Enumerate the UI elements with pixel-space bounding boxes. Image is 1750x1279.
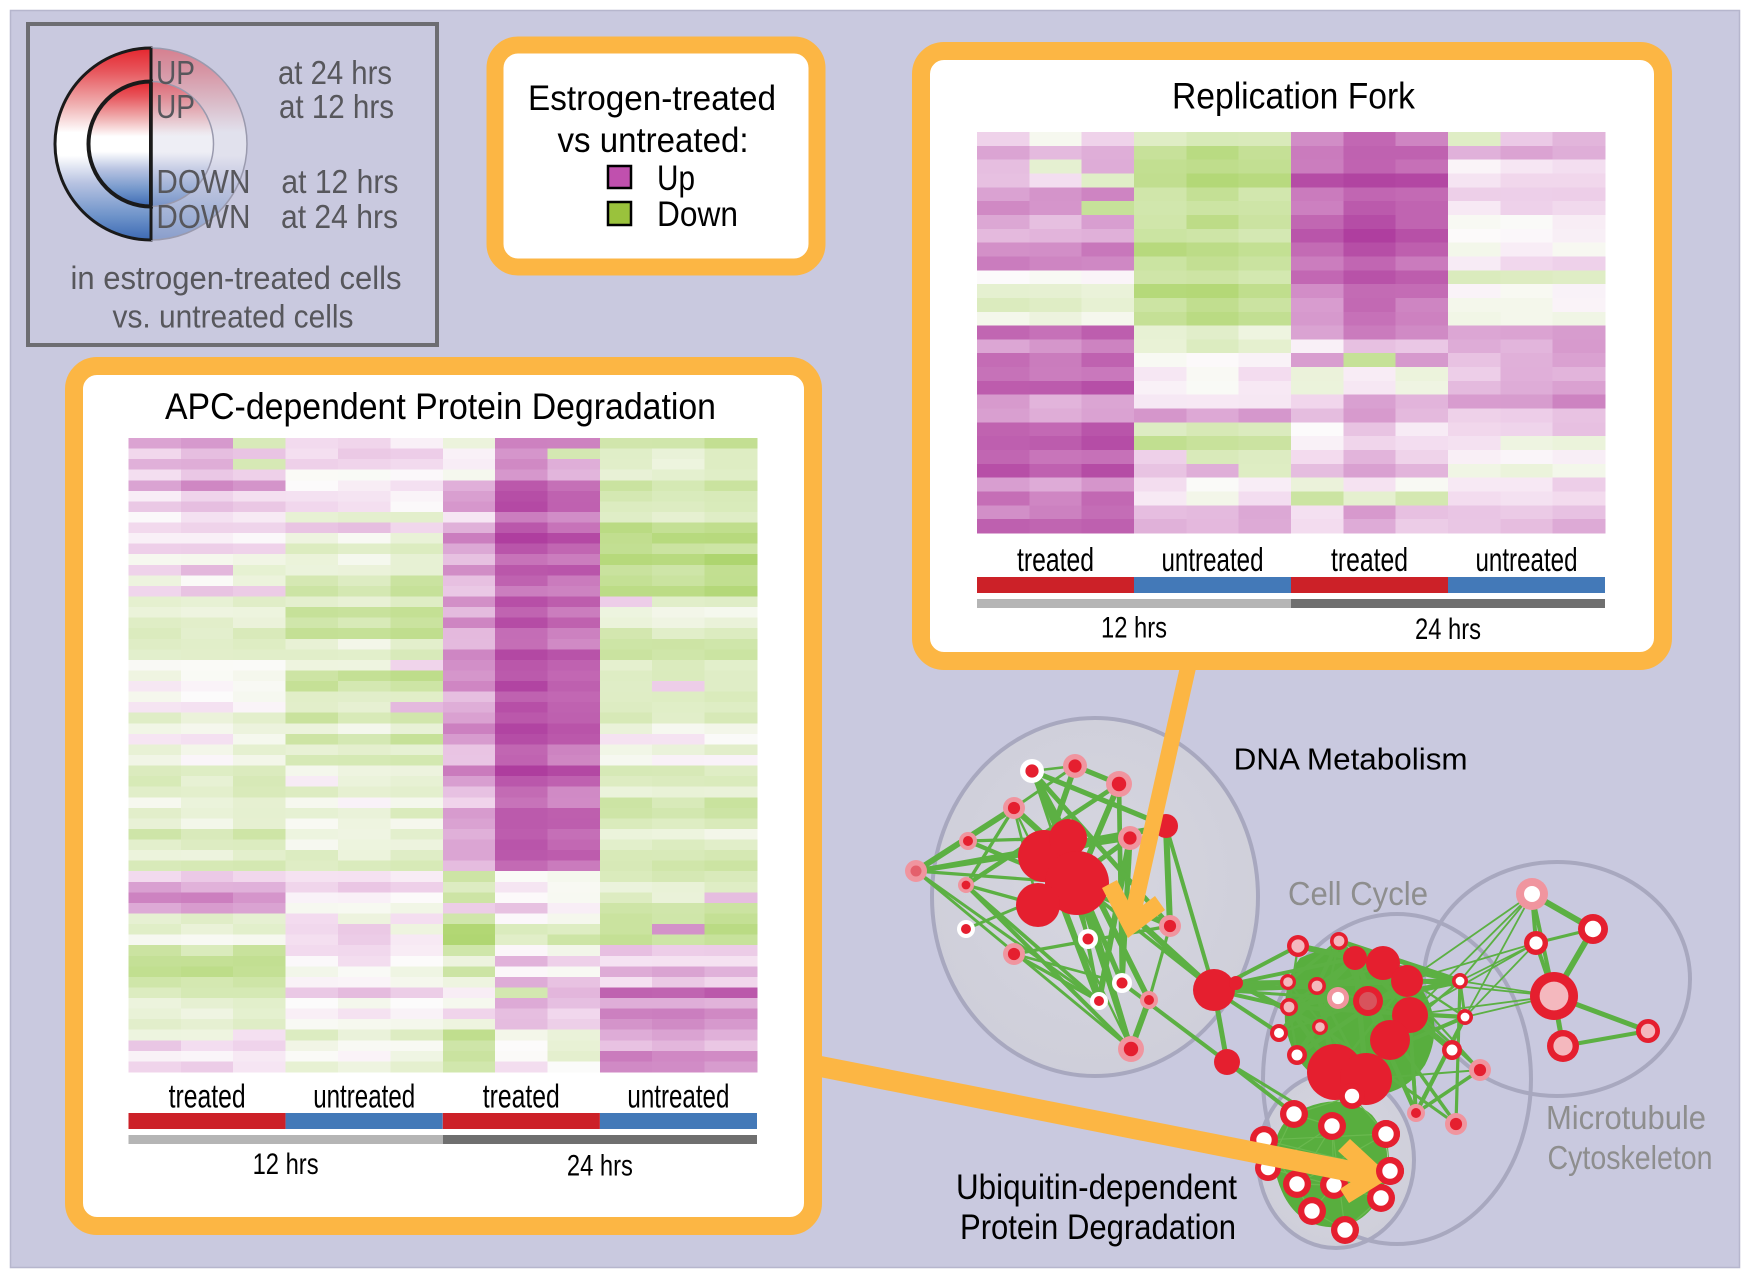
svg-text:untreated: untreated (1162, 541, 1264, 578)
svg-text:at 24 hrs: at 24 hrs (278, 54, 392, 91)
svg-text:vs untreated:: vs untreated: (558, 121, 749, 160)
svg-text:Ubiquitin-dependent: Ubiquitin-dependent (956, 1168, 1237, 1207)
svg-text:untreated: untreated (1476, 541, 1578, 578)
svg-text:treated: treated (483, 1078, 560, 1115)
svg-text:at 12 hrs: at 12 hrs (281, 163, 398, 200)
svg-text:DOWN: DOWN (156, 163, 250, 200)
svg-text:treated: treated (1331, 541, 1408, 578)
svg-text:at 24 hrs: at 24 hrs (281, 198, 398, 235)
svg-text:Down: Down (657, 195, 738, 234)
svg-text:in estrogen-treated cells: in estrogen-treated cells (71, 260, 402, 296)
svg-text:Microtubule: Microtubule (1546, 1099, 1706, 1136)
svg-text:Cytoskeleton: Cytoskeleton (1548, 1139, 1713, 1176)
svg-text:DNA Metabolism: DNA Metabolism (1234, 741, 1468, 776)
svg-text:12 hrs: 12 hrs (1101, 612, 1167, 645)
svg-text:APC-dependent Protein Degradat: APC-dependent Protein Degradation (165, 386, 716, 427)
svg-text:at 12 hrs: at 12 hrs (279, 88, 394, 125)
svg-text:12 hrs: 12 hrs (253, 1148, 319, 1181)
svg-text:24 hrs: 24 hrs (1415, 613, 1481, 646)
svg-text:Cell Cycle: Cell Cycle (1288, 875, 1428, 912)
svg-text:Replication Fork: Replication Fork (1172, 76, 1415, 117)
svg-text:Estrogen-treated: Estrogen-treated (528, 79, 776, 118)
svg-text:UP: UP (156, 88, 195, 125)
svg-text:24 hrs: 24 hrs (567, 1150, 633, 1183)
svg-text:treated: treated (169, 1078, 246, 1115)
svg-text:UP: UP (156, 54, 195, 91)
svg-text:untreated: untreated (627, 1078, 729, 1115)
svg-text:Protein Degradation: Protein Degradation (960, 1208, 1236, 1247)
svg-text:DOWN: DOWN (156, 198, 250, 235)
svg-text:treated: treated (1017, 541, 1094, 578)
svg-text:Up: Up (657, 159, 695, 198)
svg-text:untreated: untreated (313, 1078, 415, 1115)
svg-text:vs. untreated cells: vs. untreated cells (113, 298, 354, 334)
